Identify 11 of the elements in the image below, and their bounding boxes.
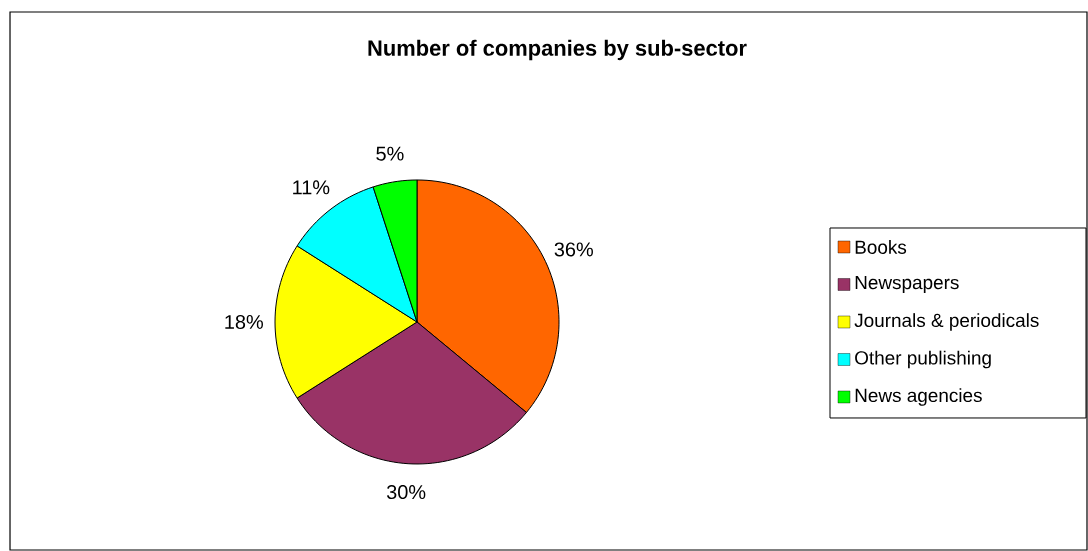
legend-label: Other publishing	[855, 350, 991, 369]
data-label: 5%	[376, 146, 404, 161]
data-label: 11%	[293, 180, 330, 195]
legend-label: Journals & periodicals	[854, 313, 1039, 331]
chart-title: Number of companies by sub-sector	[368, 39, 747, 61]
legend-label: News agencies	[855, 388, 982, 406]
data-label: 18%	[225, 314, 263, 330]
legend-label: Newspapers	[855, 276, 959, 293]
legend-label: Books	[855, 240, 907, 254]
data-label: 36%	[554, 242, 593, 257]
data-label: 30%	[386, 485, 426, 500]
